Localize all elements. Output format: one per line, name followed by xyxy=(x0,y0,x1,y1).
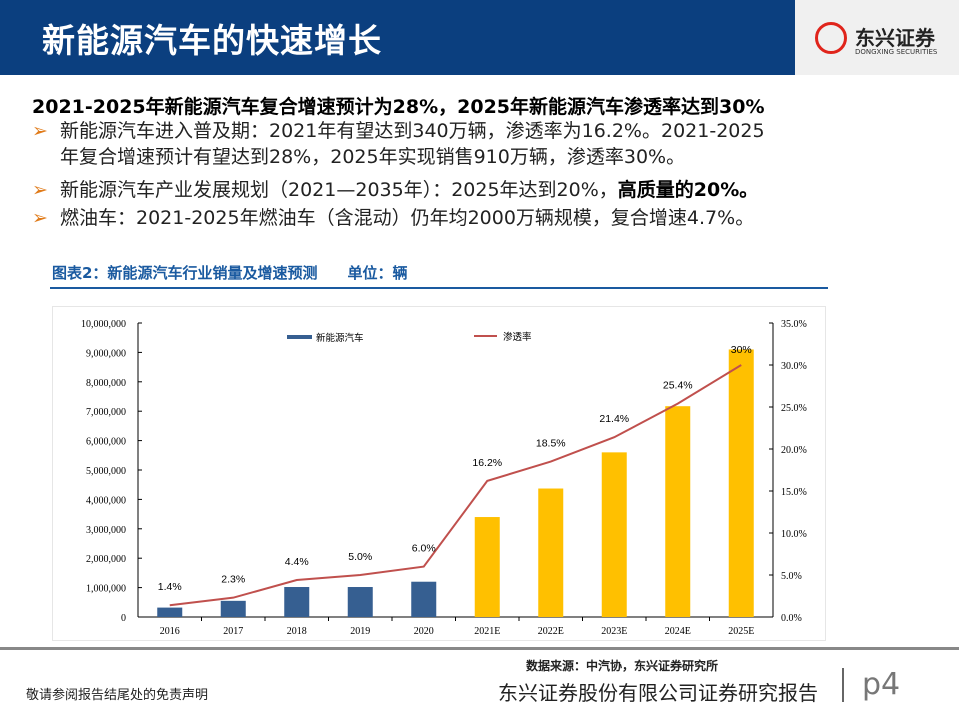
header-bar: 新能源汽车的快速增长 xyxy=(0,0,795,75)
bar-2018 xyxy=(284,587,310,617)
x-tick-label: 2025E xyxy=(728,626,754,637)
bar-2016 xyxy=(157,607,183,617)
page-number: p4 xyxy=(862,667,901,702)
line-penetration-rate xyxy=(169,364,742,607)
logo-text-en: DONGXING SECURITIES xyxy=(855,48,938,56)
arrow-bullet-icon: ➢ xyxy=(32,207,48,229)
y-left-tick-label: 1,000,000 xyxy=(86,584,126,595)
data-label: 6.0% xyxy=(412,543,436,555)
bullet-2: ➢ 新能源汽车产业发展规划（2021—2035年）：2025年达到20%，高质量的… xyxy=(32,179,759,201)
y-right-tick-label: 10.0% xyxy=(781,529,807,540)
x-tick-label: 2017 xyxy=(223,626,243,637)
data-source: 数据来源：中汽协，东兴证券研究所 xyxy=(526,659,719,673)
data-label: 25.4% xyxy=(663,380,693,392)
chart-frame xyxy=(52,306,826,641)
x-tick-label: 2022E xyxy=(538,626,564,637)
y-left-tick-label: 0 xyxy=(121,613,126,624)
y-right-tick-label: 25.0% xyxy=(781,403,807,414)
company-logo: 东兴证券 DONGXING SECURITIES xyxy=(795,0,959,75)
bar-2025E xyxy=(728,349,754,617)
y-left-tick-label: 3,000,000 xyxy=(86,525,126,536)
bullet-1: ➢ 新能源汽车进入普及期：2021年有望达到340万辆，渗透率为16.2%。202… xyxy=(32,120,765,168)
y-right-tick-label: 15.0% xyxy=(781,487,807,498)
y-left-tick-label: 9,000,000 xyxy=(86,348,126,359)
bar-2023E xyxy=(601,452,627,617)
company-name: 东兴证券股份有限公司证券研究报告 xyxy=(498,681,818,705)
data-label: 5.0% xyxy=(348,551,372,563)
bar-2022E xyxy=(538,488,564,617)
logo-emblem-icon xyxy=(815,22,847,54)
divider xyxy=(842,668,844,702)
y-left-tick-label: 7,000,000 xyxy=(86,407,126,418)
y-left-tick-label: 2,000,000 xyxy=(86,554,126,565)
x-tick-label: 2023E xyxy=(601,626,627,637)
x-tick-label: 2024E xyxy=(665,626,691,637)
x-tick-label: 2021E xyxy=(474,626,500,637)
divider xyxy=(50,287,828,289)
y-left-tick-label: 10,000,000 xyxy=(81,319,126,330)
bar-2017 xyxy=(220,600,246,617)
logo-text: 东兴证券 xyxy=(855,26,935,50)
divider xyxy=(0,647,959,650)
bar-2020 xyxy=(411,581,437,617)
data-label: 1.4% xyxy=(158,581,182,593)
y-left-tick-label: 4,000,000 xyxy=(86,495,126,506)
x-tick-label: 2019 xyxy=(350,626,370,637)
y-right-tick-label: 5.0% xyxy=(781,571,802,582)
bullet-3: ➢ 燃油车：2021-2025年燃油车（含混动）仍年均2000万辆规模，复合增速4… xyxy=(32,207,755,229)
legend-label: 新能源汽车 xyxy=(316,332,364,344)
arrow-bullet-icon: ➢ xyxy=(32,120,48,142)
bar-2021E xyxy=(474,517,500,617)
y-left-tick-label: 8,000,000 xyxy=(86,378,126,389)
y-right-tick-label: 35.0% xyxy=(781,319,807,330)
data-label: 21.4% xyxy=(599,413,629,425)
y-right-tick-label: 0.0% xyxy=(781,613,802,624)
page-title: 新能源汽车的快速增长 xyxy=(42,21,382,60)
bar-2019 xyxy=(347,587,373,617)
data-label: 2.3% xyxy=(221,574,245,586)
bar-2024E xyxy=(665,406,691,617)
x-tick-label: 2018 xyxy=(287,626,307,637)
legend-label: 渗透率 xyxy=(503,331,532,343)
y-left-tick-label: 5,000,000 xyxy=(86,466,126,477)
data-label: 18.5% xyxy=(536,438,566,450)
data-label: 30% xyxy=(731,344,752,356)
y-right-tick-label: 30.0% xyxy=(781,361,807,372)
legend-swatch-bar xyxy=(287,335,312,339)
y-left-tick-label: 6,000,000 xyxy=(86,437,126,448)
chart-title: 图表2：新能源汽车行业销量及增速预测 单位：辆 xyxy=(52,264,408,282)
disclaimer: 敬请参阅报告结尾处的免责声明 xyxy=(26,688,209,703)
x-tick-label: 2020 xyxy=(414,626,434,637)
data-label: 16.2% xyxy=(472,457,502,469)
y-right-tick-label: 20.0% xyxy=(781,445,807,456)
x-tick-label: 2016 xyxy=(160,626,180,637)
subtitle: 2021-2025年新能源汽车复合增速预计为28%，2025年新能源汽车渗透率达… xyxy=(32,96,765,118)
arrow-bullet-icon: ➢ xyxy=(32,179,48,201)
data-label: 4.4% xyxy=(285,556,309,568)
